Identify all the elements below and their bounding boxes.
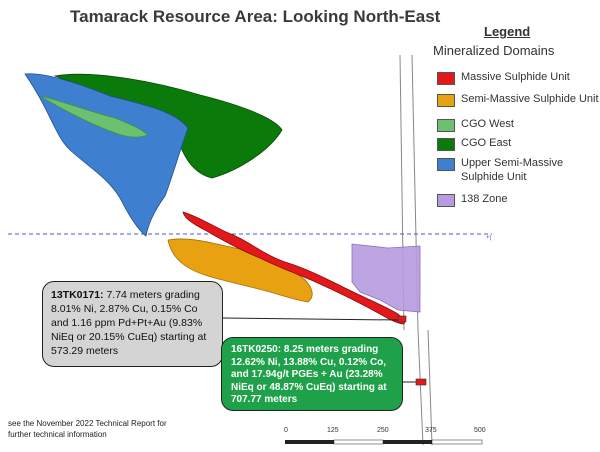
legend-label: Semi-Massive Sulphide Unit: [461, 93, 599, 105]
scale-tick-label: 125: [327, 427, 339, 434]
scale-tick-label: 500: [474, 427, 486, 434]
callout-leader-1: [222, 317, 399, 321]
legend-swatch: [437, 72, 455, 85]
hole-id: 13TK0171:: [51, 289, 104, 301]
scale-tick-label: 0: [284, 427, 288, 434]
legend-swatch: [437, 158, 455, 171]
drill-trace-4: [427, 329, 433, 446]
legend-heading: Legend: [484, 24, 531, 39]
plane-marker: +(: [486, 235, 492, 241]
legend-swatch: [437, 119, 455, 132]
intercept-marker-2: [415, 378, 427, 386]
zone-138-domain: [351, 243, 421, 313]
legend-label: CGO West: [461, 118, 514, 130]
hole-intercept-text: 8.25 meters grading 12.62% Ni, 13.88% Cu…: [231, 344, 387, 405]
footnote: see the November 2022 Technical Report f…: [8, 419, 167, 439]
upper-semi-massive-domain: [24, 73, 189, 237]
drill-trace-3: [417, 329, 424, 446]
legend-subtitle: Mineralized Domains: [433, 43, 555, 58]
massive-sulphide-domain: [182, 211, 405, 325]
callout-hole-16tk0250: 16TK0250: 8.25 meters grading 12.62% Ni,…: [221, 337, 403, 411]
cgo-west-domain: [39, 95, 149, 138]
callout-hole-13tk0171: 13TK0171: 7.74 meters grading 8.01% Ni, …: [42, 281, 223, 367]
hole-id: 16TK0250:: [231, 344, 282, 355]
scale-tick-label: 375: [425, 427, 437, 434]
intercept-marker-1: [397, 315, 407, 323]
hole-intercept-text: 7.74 meters grading 8.01% Ni, 2.87% Cu, …: [51, 289, 207, 357]
legend-swatch: [437, 194, 455, 207]
legend-swatch: [437, 138, 455, 151]
legend-label: 138 Zone: [461, 193, 508, 205]
legend-label: CGO East: [461, 137, 512, 149]
scale-tick-label: 250: [377, 427, 389, 434]
legend-swatch: [437, 94, 455, 107]
scale-bar: [285, 439, 483, 445]
figure-title: Tamarack Resource Area: Looking North-Ea…: [70, 7, 441, 26]
legend-label: Upper Semi-Massive Sulphide Unit: [461, 157, 564, 183]
legend-label: Massive Sulphide Unit: [461, 71, 570, 83]
semi-massive-domain: [167, 238, 313, 303]
